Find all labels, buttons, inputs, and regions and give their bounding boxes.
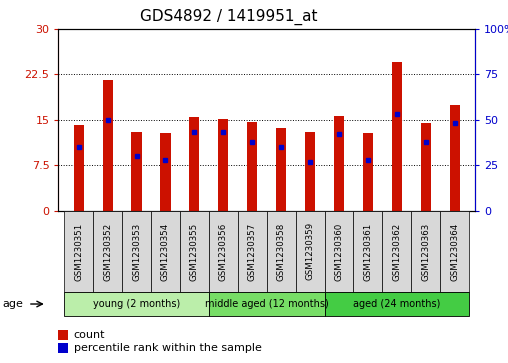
Text: GSM1230355: GSM1230355 (190, 222, 199, 281)
Text: GSM1230361: GSM1230361 (363, 222, 372, 281)
Text: middle aged (12 months): middle aged (12 months) (205, 299, 329, 309)
Text: GSM1230357: GSM1230357 (248, 222, 257, 281)
Bar (334, 115, 344, 211)
Bar (74, 125, 84, 211)
Text: GSM1230359: GSM1230359 (306, 222, 314, 281)
Text: count: count (74, 330, 105, 340)
Text: GSM1230363: GSM1230363 (421, 222, 430, 281)
Text: aged (24 months): aged (24 months) (353, 299, 440, 309)
Bar (132, 132, 142, 211)
Text: percentile rank within the sample: percentile rank within the sample (74, 343, 262, 353)
Bar (392, 62, 402, 211)
Bar (450, 105, 460, 211)
Bar (247, 122, 257, 211)
Text: GDS4892 / 1419951_at: GDS4892 / 1419951_at (140, 9, 318, 25)
Text: GSM1230351: GSM1230351 (74, 222, 83, 281)
Text: GSM1230353: GSM1230353 (132, 222, 141, 281)
Text: GSM1230362: GSM1230362 (392, 222, 401, 281)
Text: young (2 months): young (2 months) (93, 299, 180, 309)
Text: GSM1230360: GSM1230360 (335, 222, 343, 281)
Text: age: age (3, 299, 23, 309)
Bar (189, 117, 200, 211)
Bar (218, 119, 229, 211)
Bar (305, 132, 315, 211)
Bar (421, 123, 431, 211)
Text: GSM1230354: GSM1230354 (161, 222, 170, 281)
Bar (103, 81, 113, 211)
Text: GSM1230364: GSM1230364 (450, 222, 459, 281)
Bar (161, 133, 171, 211)
Text: GSM1230356: GSM1230356 (219, 222, 228, 281)
Text: GSM1230352: GSM1230352 (103, 222, 112, 281)
Text: GSM1230358: GSM1230358 (277, 222, 285, 281)
Bar (276, 128, 286, 211)
Bar (363, 133, 373, 211)
